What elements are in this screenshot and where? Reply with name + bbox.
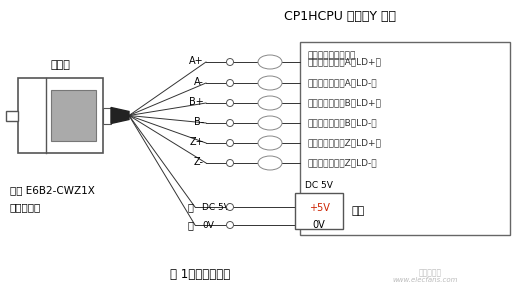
Bar bbox=[18, 78, 103, 153]
Circle shape bbox=[227, 100, 233, 107]
Circle shape bbox=[227, 79, 233, 86]
Text: B+: B+ bbox=[189, 97, 204, 107]
Bar bbox=[295, 193, 343, 229]
Bar bbox=[103, 107, 111, 124]
Ellipse shape bbox=[258, 96, 282, 110]
Text: 青: 青 bbox=[187, 220, 193, 230]
Text: （高速搜器０：A相LD-）: （高速搜器０：A相LD-） bbox=[308, 79, 377, 88]
Text: 电源: 电源 bbox=[351, 206, 364, 216]
Text: Z0+: Z0+ bbox=[262, 140, 278, 146]
Text: Z0-: Z0- bbox=[264, 160, 277, 166]
Text: 0V: 0V bbox=[313, 220, 325, 230]
Text: www.elecfans.com: www.elecfans.com bbox=[392, 277, 458, 283]
Text: 编码器: 编码器 bbox=[51, 60, 70, 70]
Text: （高速搜器０：B相LD+）: （高速搜器０：B相LD+） bbox=[308, 98, 382, 107]
Text: 图 1：接线原理图: 图 1：接线原理图 bbox=[170, 268, 230, 281]
Text: Z-: Z- bbox=[194, 157, 204, 167]
Ellipse shape bbox=[258, 136, 282, 150]
Text: 茶: 茶 bbox=[187, 202, 193, 212]
Text: 线路驱动器: 线路驱动器 bbox=[10, 202, 41, 212]
Text: A+: A+ bbox=[189, 56, 204, 66]
Text: （相位差输入模式）: （相位差输入模式） bbox=[308, 51, 357, 60]
Text: （高速搜器０：A相LD+）: （高速搜器０：A相LD+） bbox=[308, 58, 382, 67]
Text: （高速搜器０：B相LD-）: （高速搜器０：B相LD-） bbox=[308, 119, 377, 128]
Text: （高速搜器０：Z相LD+）: （高速搜器０：Z相LD+） bbox=[308, 138, 382, 147]
Text: Z+: Z+ bbox=[189, 137, 204, 147]
Text: 0V: 0V bbox=[202, 220, 214, 230]
Text: DC 5V: DC 5V bbox=[305, 181, 333, 190]
Circle shape bbox=[227, 58, 233, 65]
Circle shape bbox=[227, 222, 233, 229]
Polygon shape bbox=[111, 107, 129, 124]
Ellipse shape bbox=[258, 116, 282, 130]
Bar bbox=[51, 90, 96, 141]
Text: 例： E6B2-CWZ1X: 例： E6B2-CWZ1X bbox=[10, 185, 95, 195]
Ellipse shape bbox=[258, 55, 282, 69]
Text: 电子发烧友: 电子发烧友 bbox=[419, 268, 442, 277]
Text: DC 5V: DC 5V bbox=[202, 202, 230, 211]
Bar bbox=[300, 42, 510, 235]
Text: A0-: A0- bbox=[264, 80, 277, 86]
Text: CP1HCPU 单元（Y 型）: CP1HCPU 单元（Y 型） bbox=[284, 10, 396, 23]
Circle shape bbox=[227, 204, 233, 211]
Text: B-: B- bbox=[194, 117, 204, 127]
Ellipse shape bbox=[258, 156, 282, 170]
Circle shape bbox=[227, 119, 233, 126]
Text: A0+: A0+ bbox=[262, 59, 278, 65]
Text: A-: A- bbox=[194, 77, 204, 87]
Circle shape bbox=[227, 140, 233, 147]
Circle shape bbox=[227, 159, 233, 166]
Text: （高速搜器０：Z相LD-）: （高速搜器０：Z相LD-） bbox=[308, 159, 377, 168]
Text: B0-: B0- bbox=[264, 120, 277, 126]
Text: +5V: +5V bbox=[309, 203, 329, 213]
Text: B0+: B0+ bbox=[262, 100, 278, 106]
Ellipse shape bbox=[258, 76, 282, 90]
Bar bbox=[6, 110, 18, 121]
